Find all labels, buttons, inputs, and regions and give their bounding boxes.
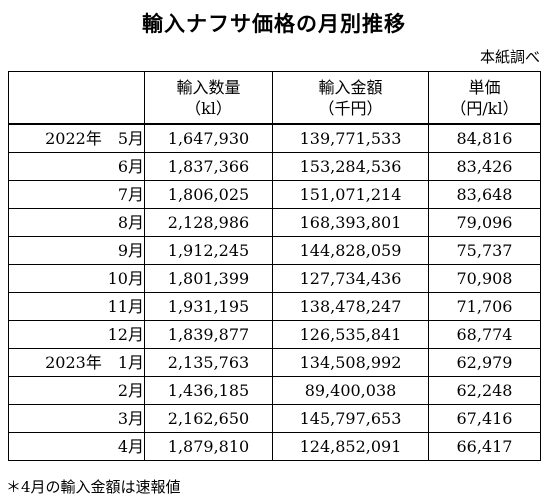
row-period: 6月	[8, 152, 145, 181]
header-unit-price-label: 単価	[468, 77, 501, 97]
row-import-amount: 89,400,038	[272, 376, 429, 405]
table-row: 2022年 5月 1,647,930 139,771,533 84,816	[8, 123, 541, 153]
table-row: 7月 1,806,025 151,071,214 83,648	[8, 180, 541, 209]
header-import-amount-unit: （千円）	[318, 98, 383, 118]
row-period: 9月	[8, 236, 145, 265]
row-import-quantity: 1,647,930	[144, 123, 273, 153]
row-import-amount: 138,478,247	[272, 292, 429, 321]
row-import-amount: 139,771,533	[272, 123, 429, 153]
header-unit-price: 単価 （円/kl）	[428, 71, 541, 125]
table-row: 2月 1,436,185 89,400,038 62,248	[8, 376, 541, 405]
row-unit-price: 83,648	[428, 180, 541, 209]
row-import-quantity: 2,162,650	[144, 404, 273, 433]
row-import-quantity: 1,931,195	[144, 292, 273, 321]
row-import-amount: 153,284,536	[272, 152, 429, 181]
table-row: 9月 1,912,245 144,828,059 75,737	[8, 236, 541, 265]
row-import-quantity: 1,839,877	[144, 320, 273, 349]
row-import-quantity: 1,806,025	[144, 180, 273, 209]
table-row: 2023年 1月 2,135,763 134,508,992 62,979	[8, 348, 541, 377]
table-row: 6月 1,837,366 153,284,536 83,426	[8, 152, 541, 181]
row-period: 11月	[8, 292, 145, 321]
row-import-quantity: 2,128,986	[144, 208, 273, 237]
row-period: 12月	[8, 320, 145, 349]
table-row: 8月 2,128,986 168,393,801 79,096	[8, 208, 541, 237]
row-unit-price: 66,417	[428, 432, 541, 461]
header-period	[8, 71, 145, 125]
row-unit-price: 70,908	[428, 264, 541, 293]
row-unit-price: 83,426	[428, 152, 541, 181]
header-import-quantity-label: 輸入数量	[176, 77, 241, 97]
row-import-amount: 145,797,653	[272, 404, 429, 433]
row-import-quantity: 1,837,366	[144, 152, 273, 181]
header-import-amount-label: 輸入金額	[318, 77, 383, 97]
row-unit-price: 62,248	[428, 376, 541, 405]
table-header-row: 輸入数量 （kl） 輸入金額 （千円） 単価 （円/kl）	[8, 71, 541, 125]
row-import-quantity: 1,879,810	[144, 432, 273, 461]
row-import-quantity: 1,436,185	[144, 376, 273, 405]
row-period: 2月	[8, 376, 145, 405]
row-period: 8月	[8, 208, 145, 237]
source-label: 本紙調べ	[479, 48, 540, 66]
table-row: 12月 1,839,877 126,535,841 68,774	[8, 320, 541, 349]
row-import-quantity: 2,135,763	[144, 348, 273, 377]
header-import-quantity-unit: （kl）	[185, 98, 232, 118]
row-import-quantity: 1,801,399	[144, 264, 273, 293]
table-row: 11月 1,931,195 138,478,247 71,706	[8, 292, 541, 321]
row-import-amount: 134,508,992	[272, 348, 429, 377]
row-import-amount: 151,071,214	[272, 180, 429, 209]
table-row: 3月 2,162,650 145,797,653 67,416	[8, 404, 541, 433]
page-title: 輸入ナフサ価格の月別推移	[142, 12, 406, 36]
row-import-amount: 127,734,436	[272, 264, 429, 293]
row-unit-price: 62,979	[428, 348, 541, 377]
row-import-amount: 144,828,059	[272, 236, 429, 265]
row-period: 3月	[8, 404, 145, 433]
row-period: 2023年 1月	[8, 348, 145, 377]
header-unit-price-unit: （円/kl）	[450, 98, 519, 118]
row-unit-price: 67,416	[428, 404, 541, 433]
row-unit-price: 68,774	[428, 320, 541, 349]
row-import-amount: 126,535,841	[272, 320, 429, 349]
naphtha-price-table: 輸入数量 （kl） 輸入金額 （千円） 単価 （円/kl） 2022年 5月 1…	[8, 71, 541, 461]
footnote: ＊4月の輸入金額は速報値	[6, 478, 181, 496]
row-period: 10月	[8, 264, 145, 293]
table-row: 4月 1,879,810 124,852,091 66,417	[8, 432, 541, 461]
row-import-amount: 168,393,801	[272, 208, 429, 237]
row-unit-price: 79,096	[428, 208, 541, 237]
row-import-amount: 124,852,091	[272, 432, 429, 461]
header-import-quantity: 輸入数量 （kl）	[144, 71, 273, 125]
row-unit-price: 71,706	[428, 292, 541, 321]
header-import-amount: 輸入金額 （千円）	[272, 71, 429, 125]
row-unit-price: 75,737	[428, 236, 541, 265]
row-period: 7月	[8, 180, 145, 209]
row-period: 4月	[8, 432, 145, 461]
table-row: 10月 1,801,399 127,734,436 70,908	[8, 264, 541, 293]
row-import-quantity: 1,912,245	[144, 236, 273, 265]
row-period: 2022年 5月	[8, 123, 145, 153]
row-unit-price: 84,816	[428, 123, 541, 153]
